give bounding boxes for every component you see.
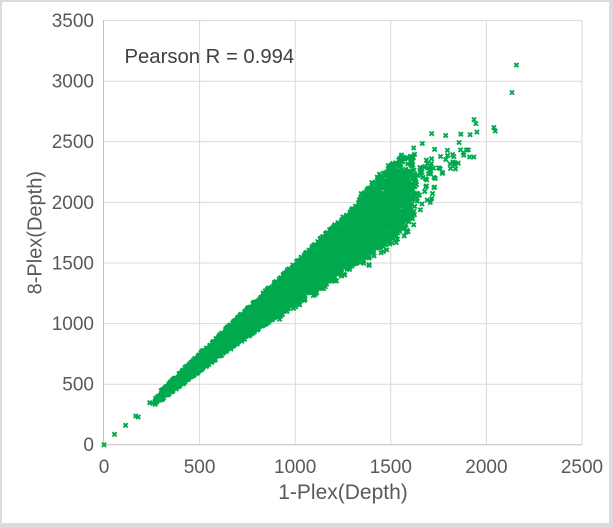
svg-text:0: 0: [99, 457, 110, 478]
svg-text:2000: 2000: [465, 457, 507, 478]
svg-text:1500: 1500: [370, 457, 412, 478]
svg-text:2000: 2000: [52, 193, 94, 214]
svg-text:500: 500: [62, 375, 94, 396]
svg-text:3000: 3000: [52, 72, 94, 93]
svg-text:8-Plex(Depth): 8-Plex(Depth): [25, 171, 47, 294]
svg-text:500: 500: [184, 457, 216, 478]
svg-text:1-Plex(Depth): 1-Plex(Depth): [278, 481, 408, 504]
svg-text:Pearson R = 0.994: Pearson R = 0.994: [125, 46, 295, 68]
svg-text:0: 0: [83, 435, 94, 456]
svg-text:1000: 1000: [52, 314, 94, 335]
svg-text:2500: 2500: [561, 457, 603, 478]
svg-text:1000: 1000: [274, 457, 316, 478]
svg-text:2500: 2500: [52, 132, 94, 153]
svg-text:3500: 3500: [52, 11, 94, 32]
svg-text:1500: 1500: [52, 253, 94, 274]
